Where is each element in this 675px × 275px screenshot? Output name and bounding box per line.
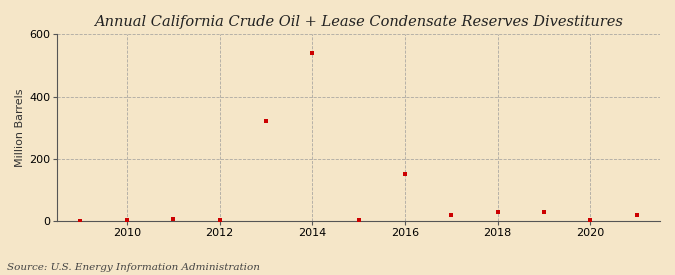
Point xyxy=(539,210,549,214)
Point xyxy=(168,216,179,221)
Point xyxy=(353,218,364,223)
Text: Source: U.S. Energy Information Administration: Source: U.S. Energy Information Administ… xyxy=(7,263,260,272)
Point xyxy=(400,172,410,177)
Point xyxy=(585,218,596,223)
Point xyxy=(122,218,132,223)
Point xyxy=(446,213,457,218)
Point xyxy=(631,213,642,217)
Point xyxy=(75,219,86,223)
Y-axis label: Million Barrels: Million Barrels xyxy=(15,89,25,167)
Point xyxy=(261,119,271,124)
Title: Annual California Crude Oil + Lease Condensate Reserves Divestitures: Annual California Crude Oil + Lease Cond… xyxy=(95,15,623,29)
Point xyxy=(492,210,503,214)
Point xyxy=(307,51,318,55)
Point xyxy=(214,218,225,223)
